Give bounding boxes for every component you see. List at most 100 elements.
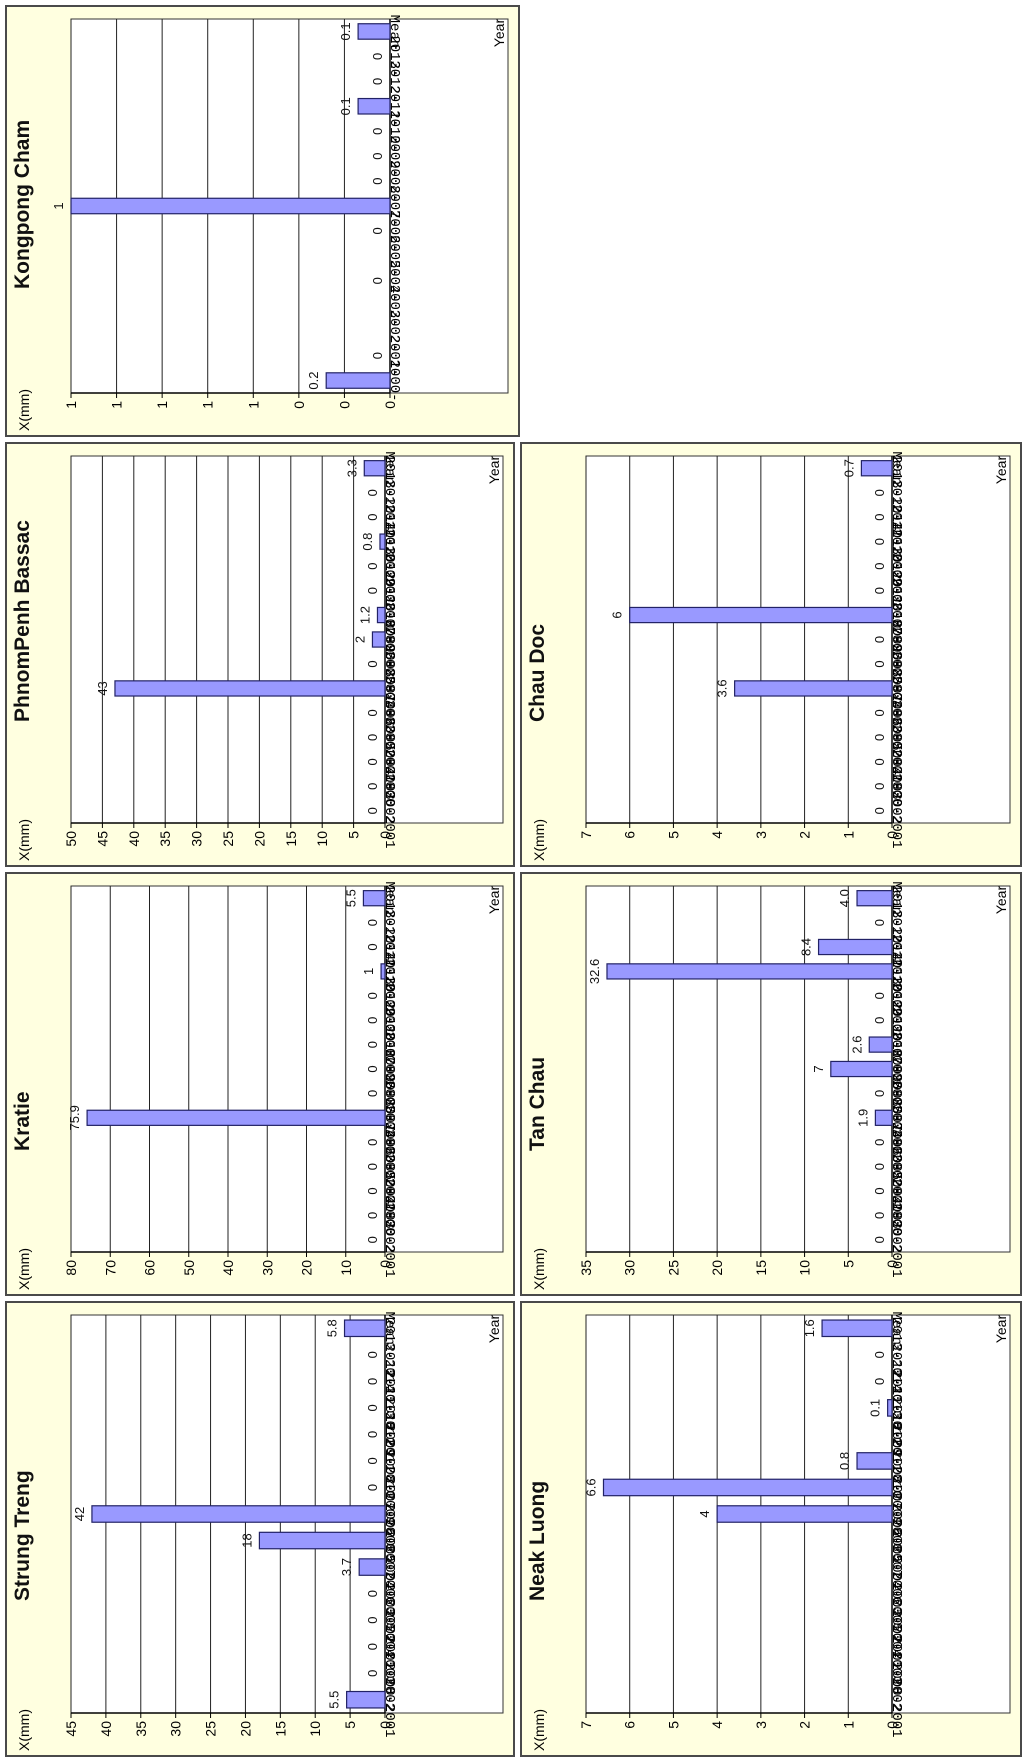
y-tick-label: 35 xyxy=(578,1260,594,1276)
bar xyxy=(868,1036,893,1053)
y-tick-label: 3 xyxy=(753,831,769,839)
x-tick-label: 2003-2004 xyxy=(888,1129,904,1205)
x-tick-label: 2010-2011 xyxy=(381,1397,397,1473)
x-tick-label: 2013- xyxy=(386,35,402,77)
data-label: 4 xyxy=(697,1510,712,1517)
data-label: 3.7 xyxy=(339,1558,354,1576)
y-tick-label: 60 xyxy=(142,1260,158,1276)
data-label: 0 xyxy=(365,1590,380,1597)
data-label: 8.4 xyxy=(799,938,814,956)
y-axis-label: X(mm) xyxy=(531,1709,547,1751)
x-tick-label: 2007-2008 xyxy=(381,1031,397,1107)
y-tick-label: 10 xyxy=(338,1260,354,1276)
data-label: 0 xyxy=(365,1484,380,1491)
panel-kongpong-cham: 0 0 0 1 1 1 1 1 X(mm) 0.2 2000- 0 2001- 2002- 2003- 0 20… xyxy=(5,5,520,437)
data-label: 0 xyxy=(365,1404,380,1411)
plot-area xyxy=(585,455,1011,824)
bar xyxy=(380,963,386,980)
x-tick-label: 2001-2002 xyxy=(888,1178,904,1254)
y-tick-label: 80 xyxy=(63,1260,79,1276)
plot-area xyxy=(585,885,1011,1253)
bar xyxy=(346,1690,386,1709)
bar xyxy=(734,680,893,697)
data-label: 0 xyxy=(370,128,385,135)
data-label: 0 xyxy=(872,1378,887,1385)
data-label: 0 xyxy=(365,1187,380,1194)
data-label: 0 xyxy=(365,1017,380,1024)
y-tick-label: 50 xyxy=(63,831,79,847)
x-tick-label: Mean xyxy=(888,451,904,485)
x-tick-label: 2012-2013 xyxy=(381,1344,397,1420)
chart-title: PhnomPenh Bassac xyxy=(11,519,34,722)
data-label: 7 xyxy=(811,1065,826,1072)
data-label: 0 xyxy=(365,1065,380,1072)
data-label: 0 xyxy=(365,562,380,569)
data-label: 0 xyxy=(365,660,380,667)
y-tick-label: 1 xyxy=(245,401,261,409)
x-tick-label: 2000-2001 xyxy=(888,1662,904,1738)
data-label: 0 xyxy=(365,758,380,765)
chart-title: Kratie xyxy=(11,1091,34,1152)
bar xyxy=(860,460,893,477)
data-label: 0 xyxy=(872,636,887,643)
data-label: 0 xyxy=(365,943,380,950)
plot-area xyxy=(70,885,504,1253)
x-tick-label: Mean xyxy=(386,15,402,49)
data-label: 0 xyxy=(365,1670,380,1677)
data-label: 0 xyxy=(370,177,385,184)
y-tick-label: 5 xyxy=(346,831,362,839)
x-axis-label: Year xyxy=(486,456,502,485)
y-tick-label: 30 xyxy=(168,1721,184,1737)
x-tick-label: 2009-2010 xyxy=(888,553,904,629)
y-tick-label: 50 xyxy=(181,1260,197,1276)
data-label: 6 xyxy=(610,611,625,618)
bar xyxy=(602,1478,893,1497)
y-tick-label: 20 xyxy=(237,1721,253,1737)
data-label: 0 xyxy=(365,807,380,814)
y-tick-label: 0 xyxy=(382,401,398,409)
y-tick-label: 10 xyxy=(307,1721,323,1737)
x-axis-label: Year xyxy=(491,19,507,48)
x-tick-label: 2011- xyxy=(386,85,402,127)
y-tick-label: 0 xyxy=(884,1721,900,1729)
data-label: 0 xyxy=(872,538,887,545)
bar xyxy=(606,963,893,980)
x-tick-label: 2003-2004 xyxy=(888,700,904,776)
data-label: 0 xyxy=(365,1041,380,1048)
y-tick-label: 1 xyxy=(200,401,216,409)
data-label: 0 xyxy=(872,992,887,999)
y-tick-label: 5 xyxy=(840,1260,856,1268)
y-tick-label: 1 xyxy=(840,1721,856,1729)
data-label: 0 xyxy=(365,919,380,926)
y-tick-label: 30 xyxy=(189,831,205,847)
chart-title: Strung Treng xyxy=(11,1470,34,1602)
data-label: 1.6 xyxy=(802,1319,817,1337)
x-tick-label: 2001-2002 xyxy=(381,1178,397,1254)
data-label: 0 xyxy=(365,489,380,496)
data-label: 0 xyxy=(872,734,887,741)
data-label: 0 xyxy=(365,1431,380,1438)
data-label: 0 xyxy=(365,514,380,521)
data-label: 1.2 xyxy=(357,606,372,624)
x-tick-label: 2008-2009 xyxy=(381,577,397,653)
x-axis-label: Year xyxy=(486,886,502,915)
x-tick-label: 2006- xyxy=(386,210,402,252)
data-label: 42 xyxy=(72,1507,87,1521)
y-tick-label: 25 xyxy=(665,1260,681,1276)
data-label: 5.5 xyxy=(327,1691,342,1709)
x-tick-label: 2009-2010 xyxy=(888,982,904,1058)
data-label: 0 xyxy=(365,709,380,716)
data-label: 0 xyxy=(365,1617,380,1624)
x-tick-label: 2006-2007 xyxy=(381,1056,397,1132)
data-label: 3.3 xyxy=(344,459,359,477)
bar xyxy=(357,97,391,115)
x-tick-label: 2005-2006 xyxy=(381,651,397,727)
x-axis-label: Year xyxy=(993,456,1009,485)
y-tick-label: 2 xyxy=(797,1721,813,1729)
y-tick-label: 10 xyxy=(314,831,330,847)
x-tick-label: 2010- xyxy=(386,110,402,152)
